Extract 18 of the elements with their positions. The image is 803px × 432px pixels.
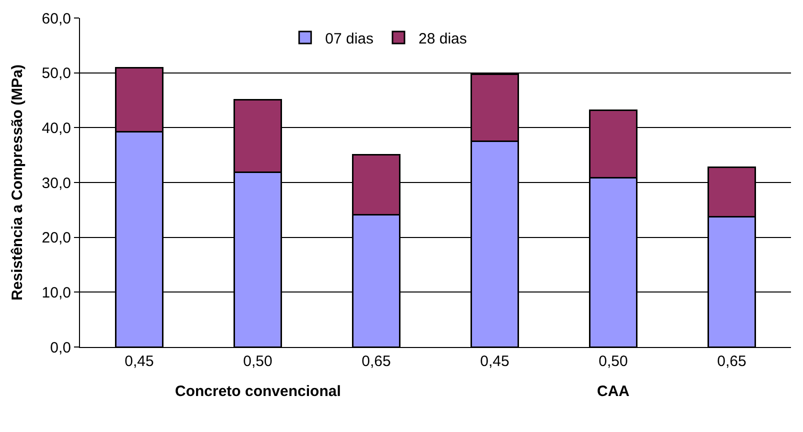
y-tick-label: 50,0 (42, 65, 71, 82)
x-tick-label: 0,45 (480, 353, 510, 370)
y-tick-label: 20,0 (42, 230, 71, 247)
x-tick-label: 0,50 (243, 353, 272, 370)
y-tick-label: 0,0 (50, 339, 71, 356)
text: Concreto convencional (175, 383, 341, 400)
y-tick-label: 30,0 (42, 174, 71, 192)
y-tick-label: 40,0 (42, 120, 71, 137)
x-tick-label: 0,65 (717, 353, 746, 370)
x-tick-label: 0,65 (362, 353, 391, 370)
x-tick-label: 0,45 (124, 353, 154, 370)
y-tick-label: 10,0 (42, 284, 71, 302)
x-tick-label: 0,50 (598, 353, 628, 370)
y-axis-title: Resistência a Compressão (MPa) (9, 64, 26, 300)
text: CAA (597, 383, 630, 400)
legend-label: 07 dias (325, 30, 374, 48)
y-tick-label: 60,0 (42, 10, 71, 28)
legend-label: 28 dias (418, 30, 467, 48)
